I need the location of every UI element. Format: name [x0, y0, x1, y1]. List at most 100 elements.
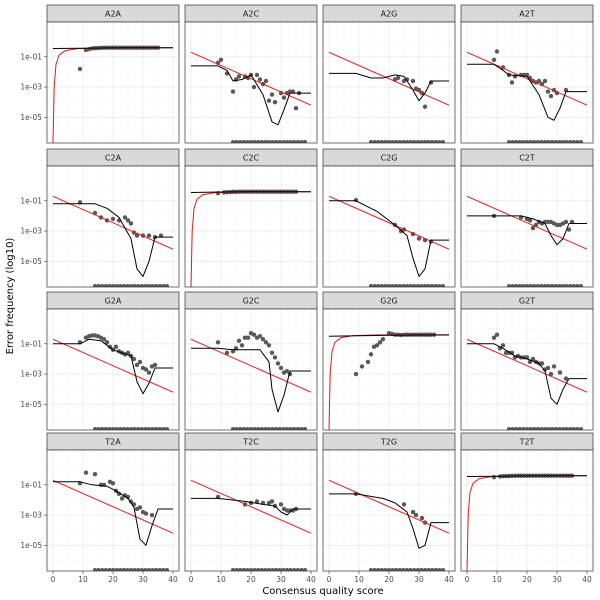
zero-count-point: [292, 568, 297, 571]
x-tick-label: 20: [522, 575, 532, 584]
data-point: [491, 335, 497, 340]
zero-count-point: [405, 568, 409, 571]
data-point: [410, 509, 416, 515]
facet-strip-label: A2A: [105, 10, 122, 19]
zero-count-point: [132, 284, 137, 287]
facet-panel-t2g: T2G 0 10 20 30 40: [322, 432, 456, 584]
zero-count-point: [125, 284, 130, 287]
facet-strip-label: T2G: [380, 438, 397, 447]
zero-count-point: [238, 568, 243, 571]
data-point: [566, 227, 572, 232]
y-tick-label: 1e-03: [20, 370, 42, 379]
zero-count-point: [256, 427, 261, 430]
zero-count-point: [256, 568, 261, 571]
data-point: [377, 340, 383, 345]
data-point: [548, 371, 554, 377]
plot-area: [466, 195, 588, 287]
zero-count-point: [557, 427, 562, 430]
data-point: [101, 337, 107, 342]
zero-count-point: [553, 284, 558, 287]
zero-count-point: [270, 568, 275, 571]
zero-count-point: [387, 284, 391, 287]
facet-strip-label: G2A: [105, 297, 122, 306]
zero-count-point: [249, 140, 253, 143]
facet-strip-label: T2A: [104, 438, 121, 447]
zero-count-point: [507, 284, 511, 287]
zero-count-point: [292, 140, 297, 143]
zero-count-point: [249, 568, 253, 571]
zero-count-point: [147, 568, 151, 571]
zero-count-point: [369, 568, 373, 571]
zero-count-point: [543, 140, 547, 143]
facet-strip-label: A2T: [519, 10, 535, 19]
data-point: [272, 355, 278, 360]
data-point: [263, 340, 269, 345]
zero-count-point: [543, 284, 547, 287]
x-tick-label: 40: [582, 575, 592, 584]
x-tick-label: 20: [246, 575, 256, 584]
zero-count-point: [408, 140, 413, 143]
data-point: [152, 362, 158, 368]
y-tick-label: 1e-01: [20, 52, 42, 61]
zero-count-point: [114, 427, 119, 430]
zero-count-point: [252, 140, 257, 143]
facet-panels: A2A 1e-01 1e-03 1e-05 A2C A2G A2T C2A 1e-01 1e-03…: [20, 4, 594, 584]
facet-strip-label: C2C: [243, 154, 260, 163]
zero-count-point: [415, 284, 420, 287]
zero-count-point: [532, 427, 537, 430]
nominal-error-line: [328, 195, 450, 250]
zero-count-point: [96, 284, 101, 287]
zero-count-point: [532, 284, 537, 287]
zero-count-point: [121, 568, 126, 571]
zero-count-point: [546, 284, 551, 287]
data-point: [563, 219, 569, 225]
zero-count-point: [259, 568, 264, 571]
fitted-error-line: [466, 475, 588, 477]
data-point: [401, 502, 407, 507]
zero-count-point: [514, 284, 519, 287]
zero-count-point: [546, 140, 551, 143]
zero-count-point: [419, 140, 424, 143]
zero-count-point: [423, 140, 427, 143]
facet-strip-label: G2G: [380, 297, 398, 306]
zero-count-point: [299, 140, 304, 143]
fitted-error-line: [191, 497, 311, 516]
zero-count-point: [252, 568, 257, 571]
zero-count-point: [292, 427, 297, 430]
zero-count-point: [383, 284, 388, 287]
fitted-error-line: [52, 47, 173, 49]
y-tick-label: 1e-05: [20, 541, 42, 550]
zero-count-point: [376, 284, 381, 287]
zero-count-point: [525, 140, 529, 143]
zero-count-point: [369, 140, 373, 143]
zero-count-point: [118, 427, 123, 430]
data-point: [539, 361, 545, 366]
data-point: [281, 95, 287, 100]
fitted-error-line: [329, 200, 449, 277]
zero-count-point: [521, 427, 526, 430]
zero-count-point: [114, 568, 119, 571]
zero-count-point: [161, 284, 166, 287]
zero-count-point: [288, 140, 293, 143]
zero-count-point: [107, 568, 112, 571]
facet-panel-g2t: G2T: [460, 291, 594, 431]
zero-count-point: [288, 568, 293, 571]
zero-count-point: [150, 568, 155, 571]
x-tick-label: 0: [327, 575, 332, 584]
fitted-error-line: [53, 338, 173, 395]
zero-count-point: [129, 284, 133, 287]
zero-count-point: [154, 568, 159, 571]
zero-count-point: [571, 427, 576, 430]
zero-count-point: [510, 140, 515, 143]
y-tick-label: 1e-01: [20, 480, 42, 489]
zero-count-point: [571, 140, 576, 143]
x-tick-label: 30: [552, 575, 562, 584]
data-point: [230, 89, 236, 94]
zero-count-point: [405, 284, 409, 287]
nominal-error-line: [328, 479, 450, 534]
zero-count-point: [303, 427, 307, 430]
zero-count-point: [568, 140, 573, 143]
zero-count-point: [245, 427, 250, 430]
zero-count-point: [121, 284, 126, 287]
zero-count-point: [157, 568, 162, 571]
